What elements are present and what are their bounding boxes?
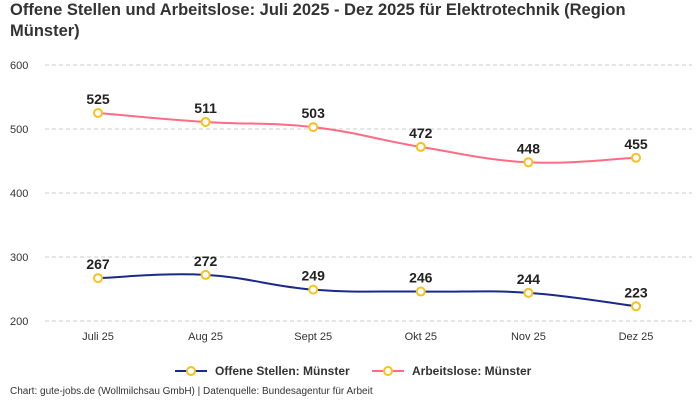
data-label: 511 [194,100,217,116]
x-tick-label: Sept 25 [294,331,332,343]
data-point [93,108,103,118]
chart-source: Chart: gute-jobs.de (Wollmilchsau GmbH) … [10,386,373,397]
legend-label: Offene Stellen: Münster [215,364,350,378]
data-label: 244 [517,271,541,287]
data-label: 249 [302,268,326,284]
y-tick-label: 500 [10,124,28,136]
y-tick-label: 400 [10,188,28,200]
data-point [523,287,534,298]
y-tick-label: 600 [10,60,28,72]
data-point [200,116,211,127]
data-label: 246 [409,270,433,286]
series-line [97,273,637,308]
legend-label: Arbeitslose: Münster [412,364,532,378]
y-tick-label: 300 [10,252,28,264]
x-tick-label: Dez 25 [619,331,654,343]
data-label: 223 [624,284,648,300]
data-point [631,301,641,312]
data-point [308,122,319,133]
legend-marker [186,366,196,376]
x-tick-label: Okt 25 [405,331,437,343]
series-line [97,112,637,164]
data-label: 448 [517,140,541,156]
data-point [415,141,426,152]
data-point [631,152,641,163]
data-label: 503 [302,105,326,121]
y-tick-label: 200 [10,316,28,328]
data-label: 272 [194,253,218,269]
data-label: 525 [86,91,110,107]
chart-title: Offene Stellen und Arbeitslose: Juli 202… [10,1,626,40]
data-point [200,269,211,280]
data-point [93,273,103,284]
data-point [523,157,534,168]
data-label: 455 [624,136,648,152]
data-label: 267 [86,256,110,272]
x-tick-label: Aug 25 [188,331,223,343]
data-label: 472 [409,125,433,141]
legend-marker [383,366,393,376]
data-point [308,284,319,295]
x-tick-label: Juli 25 [82,331,114,343]
data-point [415,286,426,297]
x-tick-label: Nov 25 [511,331,546,343]
